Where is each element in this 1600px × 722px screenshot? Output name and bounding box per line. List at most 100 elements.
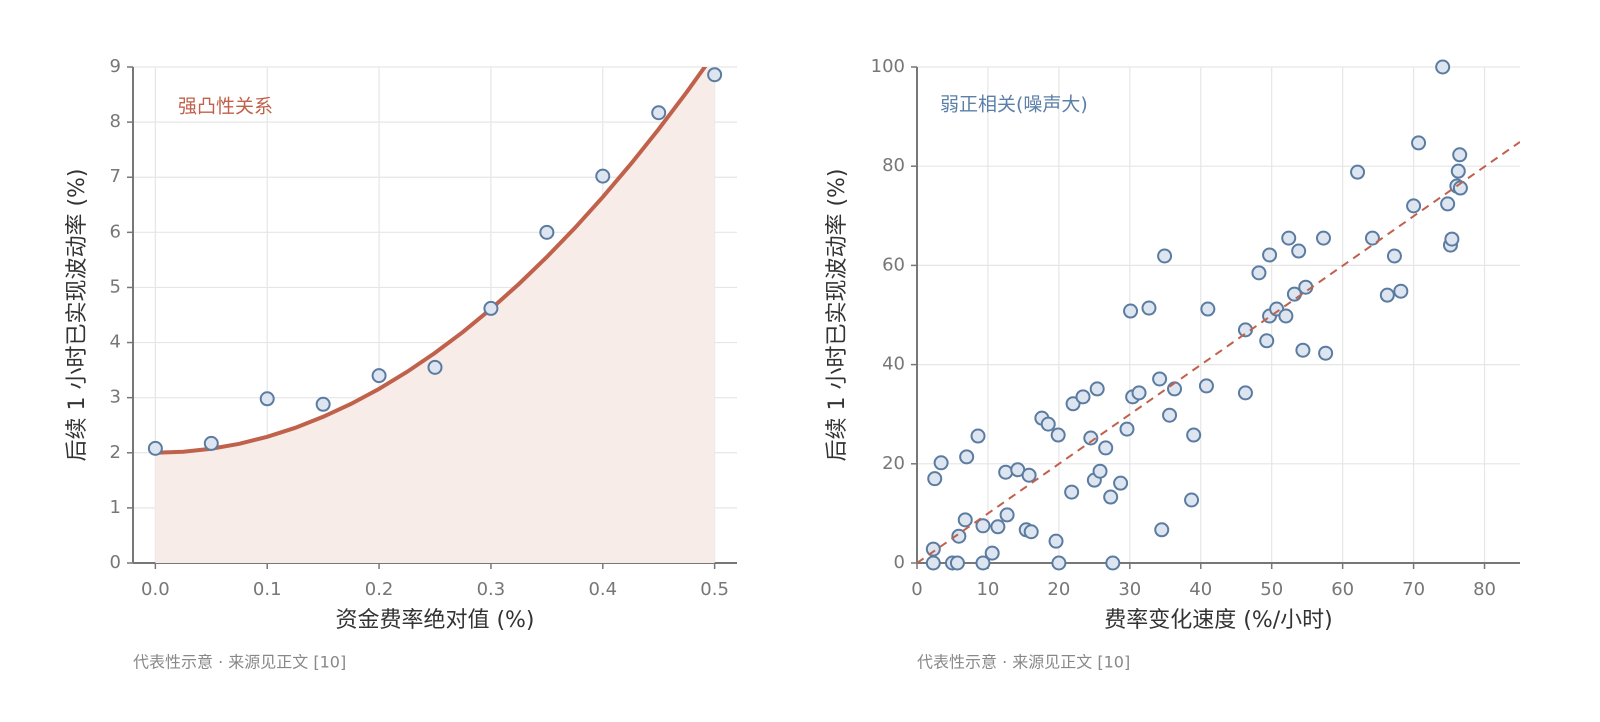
x-axis-label: 资金费率绝对值 (%) (335, 608, 534, 633)
point (970, 428, 986, 444)
point (1259, 333, 1275, 349)
panel: 0 20 40 60 80 100 0 10 20 30 40 50 60 70 80 弱正相关(噪声大) 费率… (825, 56, 1520, 672)
y-tick-label: 40 (882, 354, 905, 375)
point (1157, 248, 1173, 264)
x-tick-label: 0.1 (253, 579, 282, 600)
x-tick-label: 0 (911, 579, 922, 600)
x-tick-label: 0.0 (141, 579, 170, 600)
point (1452, 147, 1468, 163)
point (1411, 135, 1427, 151)
point (999, 507, 1015, 523)
point (427, 359, 443, 375)
point (595, 168, 611, 184)
y-tick-label: 100 (871, 56, 905, 77)
line (917, 141, 1520, 563)
line (155, 67, 708, 455)
y-tick-label: 4 (110, 332, 121, 353)
point (959, 449, 975, 465)
point (927, 471, 943, 487)
note: 代表性示意 · 来源见正文 [10] (133, 653, 346, 672)
y-tick-label: 0 (894, 552, 905, 573)
point (1113, 475, 1129, 491)
point (259, 391, 275, 407)
note: 代表性示意 · 来源见正文 [10] (917, 653, 1130, 672)
point (651, 105, 667, 121)
x-tick-label: 0.3 (477, 579, 506, 600)
point (1065, 396, 1081, 412)
point (975, 555, 991, 571)
point (1105, 555, 1121, 571)
point (147, 440, 163, 456)
panel: 0 1 2 3 4 5 6 7 8 9 0.0 0.1 0.2 0.3 0.4 0.5 强凸性关系资金费率绝对值… (65, 56, 737, 672)
point (1295, 342, 1311, 358)
point (933, 455, 949, 471)
point (1021, 467, 1037, 483)
x-tick-label: 10 (976, 579, 999, 600)
point (1131, 385, 1147, 401)
point (1186, 427, 1202, 443)
point (1237, 385, 1253, 401)
point (984, 545, 1000, 561)
y-tick-label: 7 (110, 166, 121, 187)
point (1023, 524, 1039, 540)
x-tick-label: 0.2 (365, 579, 394, 600)
point (1440, 196, 1456, 212)
point (1315, 230, 1331, 246)
y-tick-label: 2 (110, 442, 121, 463)
point (1281, 230, 1297, 246)
point (1435, 59, 1451, 75)
x-tick-label: 20 (1047, 579, 1070, 600)
point (1278, 308, 1294, 324)
point (315, 396, 331, 412)
point (1119, 421, 1135, 437)
point (1184, 492, 1200, 508)
x-tick-label: 30 (1118, 579, 1141, 600)
point (1103, 489, 1119, 505)
point (1200, 301, 1216, 317)
point (998, 464, 1014, 480)
point (707, 67, 723, 83)
point (539, 224, 555, 240)
point (1098, 440, 1114, 456)
point (957, 512, 973, 528)
point (1393, 283, 1409, 299)
point (1406, 198, 1422, 214)
annotation: 强凸性关系 (178, 96, 273, 118)
point (371, 368, 387, 384)
point (1262, 247, 1278, 263)
point (975, 518, 991, 534)
point (1083, 430, 1099, 446)
x-tick-label: 0.4 (588, 579, 617, 600)
point (483, 300, 499, 316)
point (1048, 533, 1064, 549)
y-tick-label: 6 (110, 221, 121, 242)
y-tick-label: 20 (882, 453, 905, 474)
point (1123, 303, 1139, 319)
point (1075, 389, 1091, 405)
point (1154, 522, 1170, 538)
point (1089, 381, 1105, 397)
y-tick-label: 9 (110, 56, 121, 77)
x-axis-label: 费率变化速度 (%/小时) (1104, 608, 1332, 633)
x-tick-label: 60 (1331, 579, 1354, 600)
y-tick-label: 1 (110, 497, 121, 518)
x-tick-label: 40 (1189, 579, 1212, 600)
y-tick-label: 60 (882, 254, 905, 275)
point (1386, 248, 1402, 264)
area (155, 67, 715, 563)
point (1198, 378, 1214, 394)
y-tick-label: 80 (882, 155, 905, 176)
point (1064, 484, 1080, 500)
x-tick-label: 70 (1402, 579, 1425, 600)
point (1379, 287, 1395, 303)
y-axis-label: 后续 1 小时已实现波动率 (%) (65, 168, 90, 461)
point (925, 541, 941, 557)
y-tick-label: 0 (110, 552, 121, 573)
point (925, 555, 941, 571)
y-tick-label: 8 (110, 111, 121, 132)
x-tick-label: 50 (1260, 579, 1283, 600)
point (1350, 164, 1366, 180)
point (203, 435, 219, 451)
point (1092, 463, 1108, 479)
